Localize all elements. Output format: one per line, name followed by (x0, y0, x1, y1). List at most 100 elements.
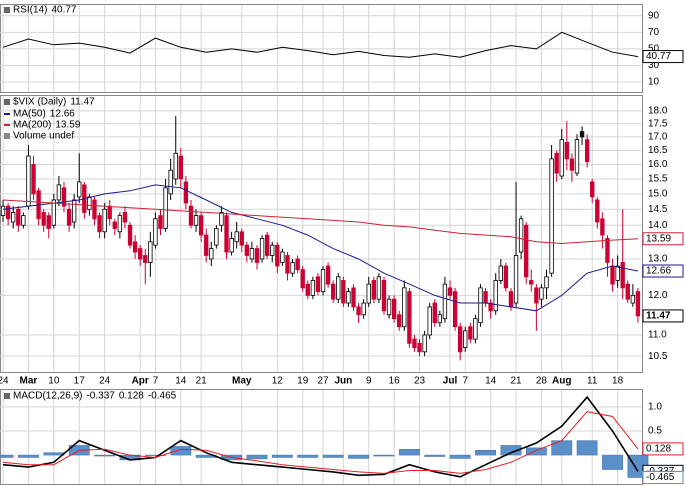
y-tick-label: 15.5 (648, 174, 668, 185)
y-tick-label: 15.0 (648, 189, 668, 200)
candle-body (107, 205, 112, 220)
x-tick-label: 24 (0, 376, 9, 387)
candle-body (579, 131, 585, 138)
candle-body (320, 269, 326, 293)
y-tick-label: 13.0 (648, 254, 668, 265)
candle-body (204, 234, 209, 256)
candle-body (437, 314, 443, 324)
value-box-label: 40.77 (646, 51, 671, 62)
legend-text: -0.465 (148, 391, 177, 402)
legend-text: Volume undef (13, 131, 74, 142)
x-tick-label: Aug (552, 376, 571, 387)
macd-line (2, 395, 639, 478)
histogram-bar (475, 450, 496, 456)
histogram-bar (551, 440, 573, 456)
candle-body (595, 199, 600, 223)
x-tick-label: 21 (510, 376, 522, 387)
x-tick-label: 24 (99, 376, 111, 387)
candle-body (544, 276, 549, 289)
candle-body (280, 251, 285, 263)
candle-body (249, 248, 255, 260)
macd-icon (4, 393, 10, 399)
y-tick-label: 14.0 (648, 220, 668, 231)
candle-body (219, 212, 224, 226)
y-tick-label: 11.0 (648, 330, 667, 341)
y-tick-label: 17.5 (648, 118, 668, 129)
candle-body (112, 221, 117, 229)
y-tick-label: 14.5 (648, 204, 668, 215)
histogram-bar (94, 454, 116, 457)
macd-line (2, 411, 639, 474)
candle-body (102, 208, 107, 233)
x-tick-label: 23 (414, 376, 426, 387)
candle-body (457, 326, 463, 353)
macd-panel-frame (0, 389, 643, 485)
y-tick-label: 50 (648, 44, 660, 55)
candle-body (122, 212, 128, 223)
candle-body (77, 181, 82, 198)
value-box (642, 442, 684, 456)
x-tick-label: 7 (462, 376, 468, 387)
histogram-bar (0, 454, 14, 458)
y-tick-label: 12.0 (648, 290, 668, 301)
candle-body (549, 158, 554, 274)
candle-body (529, 280, 534, 285)
ma-line (2, 184, 638, 312)
candle-body (325, 265, 331, 285)
x-tick-label: 14 (485, 376, 497, 387)
candle-body (153, 218, 158, 246)
histogram-bar (43, 452, 65, 456)
legend-text: RSI(14) (13, 5, 47, 16)
legend-text: 12.66 (50, 109, 75, 120)
candle-body (229, 238, 234, 253)
x-tick-label: 7 (153, 376, 159, 387)
candle-body (534, 287, 539, 304)
candle-body (422, 334, 427, 353)
legend-text: $VIX (Daily) (13, 97, 66, 108)
histogram-bar (18, 454, 39, 458)
candle-body (351, 287, 356, 308)
legend-text: MA(200) (13, 120, 51, 131)
candle-body (366, 283, 371, 304)
histogram-bar (246, 454, 268, 460)
candle-body (336, 276, 341, 300)
value-box (642, 232, 684, 246)
candle-body (361, 302, 366, 316)
candle-body (620, 262, 625, 289)
y-tick-label: 70 (648, 27, 660, 38)
legend-text: 40.77 (51, 5, 76, 16)
candle-body (193, 215, 199, 226)
candle-body (168, 169, 173, 195)
histogram-bar (576, 440, 598, 456)
candle-body (66, 208, 72, 226)
candle-body (188, 205, 194, 226)
candle-body (46, 215, 51, 229)
candle-body (402, 287, 407, 328)
legend-swatch (4, 133, 10, 139)
x-tick-label: Jul (443, 376, 458, 387)
candle-body (61, 187, 67, 207)
candle-body (183, 181, 189, 204)
x-tick-label: 12 (272, 376, 284, 387)
candle-body (163, 187, 168, 229)
candle-body (356, 306, 361, 316)
candle-body (305, 283, 310, 296)
y-tick-label: 16.5 (648, 145, 668, 156)
candle-body (26, 155, 31, 207)
legend-text: MA(50) (13, 109, 46, 120)
candle-body (21, 215, 26, 226)
candle-body (270, 244, 275, 256)
candle-body (310, 280, 316, 296)
histogram-bar (322, 454, 344, 458)
candle-body (224, 215, 229, 253)
y-tick-label: 1.0 (648, 402, 662, 413)
candle-body (412, 338, 417, 348)
candle-body (452, 291, 458, 328)
candle-body (468, 326, 473, 340)
candle-body (569, 158, 575, 171)
candle-body (31, 164, 36, 195)
candle-body (127, 224, 133, 246)
rsi-icon (4, 7, 10, 13)
y-tick-label: 16.0 (648, 159, 668, 170)
